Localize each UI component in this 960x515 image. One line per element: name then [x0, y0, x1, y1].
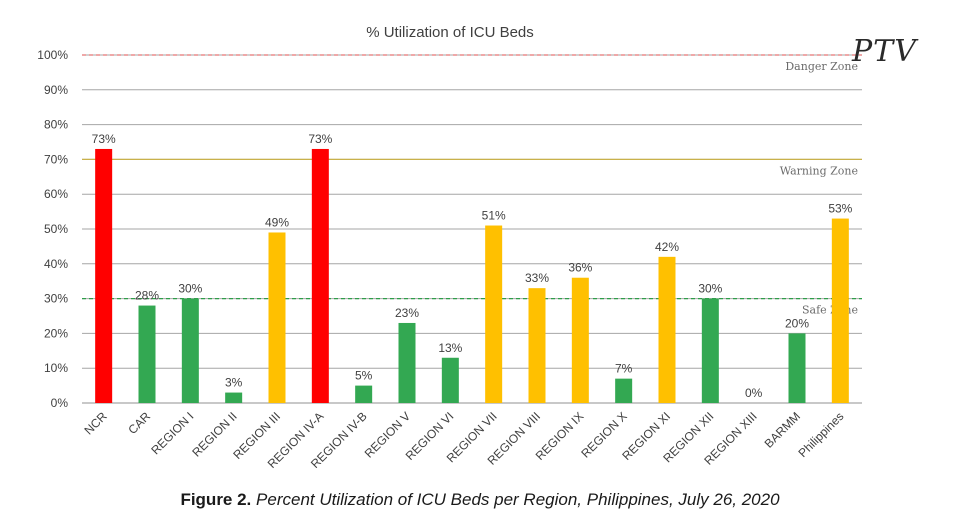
- data-label: 33%: [525, 271, 549, 285]
- bar: [528, 288, 546, 403]
- y-tick-label: 50%: [44, 222, 68, 236]
- zone-label: Safe Zone: [802, 304, 858, 317]
- data-labels: 73% 28% 30% 3% 49% 73% 5% 23% 13% 51% 33% 36% 7% 42% 3…: [92, 132, 853, 400]
- data-label: 36%: [568, 261, 592, 275]
- category-label: BARMM: [762, 409, 803, 450]
- category-label: NCR: [82, 409, 111, 438]
- data-label: 7%: [615, 362, 633, 376]
- data-label: 73%: [92, 132, 116, 146]
- caption-text: Percent Utilization of ICU Beds per Regi…: [256, 490, 780, 509]
- ptv-logo: PTV: [852, 34, 917, 69]
- zone-label: Danger Zone: [785, 60, 858, 73]
- data-label: 49%: [265, 215, 289, 229]
- bar: [615, 378, 633, 403]
- chart-title: % Utilization of ICU Beds: [366, 24, 534, 41]
- bar-chart: % Utilization of ICU Beds Danger Zone War…: [37, 24, 862, 471]
- data-label: 51%: [482, 209, 506, 223]
- data-label: 42%: [655, 240, 679, 254]
- category-label: Philippines: [796, 409, 847, 460]
- bar: [398, 322, 416, 403]
- data-label: 0%: [745, 386, 763, 400]
- bar: [831, 218, 849, 403]
- bar: [181, 298, 199, 403]
- data-label: 73%: [308, 132, 332, 146]
- bar: [571, 277, 589, 403]
- y-tick-label: 60%: [44, 187, 68, 201]
- category-label: CAR: [125, 409, 153, 437]
- figure-caption: Figure 2. Percent Utilization of ICU Bed…: [0, 490, 960, 510]
- reference-lines: Danger Zone Warning Zone Safe Zone: [82, 54, 862, 317]
- bar: [658, 256, 676, 403]
- bar: [441, 357, 459, 403]
- y-tick-label: 20%: [44, 326, 68, 340]
- bar: [788, 333, 806, 403]
- bar: [311, 148, 329, 403]
- bar: [701, 298, 719, 403]
- data-label: 53%: [828, 202, 852, 216]
- data-label: 28%: [135, 289, 159, 303]
- bar: [355, 385, 373, 403]
- y-tick-label: 40%: [44, 257, 68, 271]
- bar: [485, 225, 503, 403]
- data-label: 5%: [355, 369, 373, 383]
- grid-lines: [82, 54, 862, 404]
- bar: [268, 232, 286, 403]
- data-label: 13%: [438, 341, 462, 355]
- y-axis-ticks: 0% 10% 20% 30% 40% 50% 60% 70% 80% 90% 100%: [37, 48, 68, 410]
- y-tick-label: 90%: [44, 83, 68, 97]
- data-label: 20%: [785, 316, 809, 330]
- zone-label: Warning Zone: [780, 164, 858, 177]
- bars: [95, 148, 849, 403]
- data-label: 3%: [225, 376, 243, 390]
- bar: [138, 305, 156, 403]
- y-tick-label: 80%: [44, 118, 68, 132]
- y-tick-label: 30%: [44, 292, 68, 306]
- bar: [225, 392, 243, 403]
- data-label: 30%: [698, 282, 722, 296]
- y-tick-label: 100%: [37, 48, 68, 62]
- data-label: 23%: [395, 306, 419, 320]
- y-tick-label: 0%: [51, 396, 69, 410]
- data-label: 30%: [178, 282, 202, 296]
- y-tick-label: 70%: [44, 152, 68, 166]
- caption-label: Figure 2.: [180, 490, 252, 509]
- y-tick-label: 10%: [44, 361, 68, 375]
- bar: [95, 148, 113, 403]
